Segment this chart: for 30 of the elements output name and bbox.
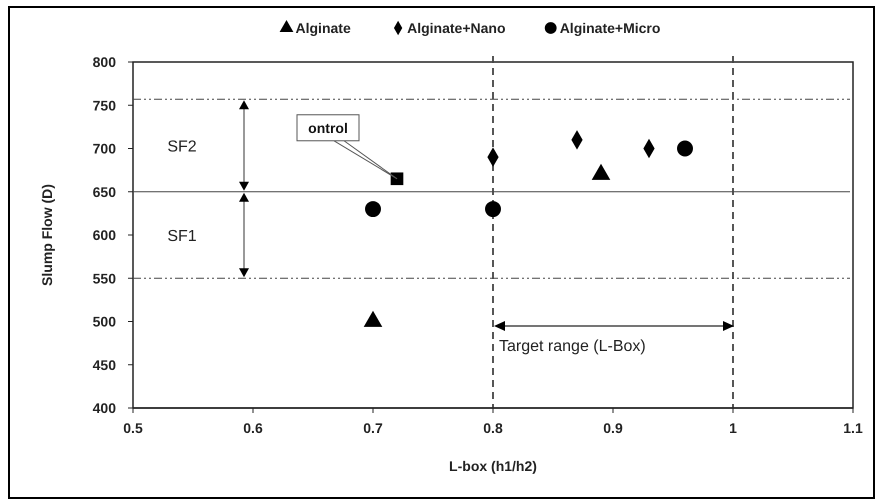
- x-tick-label: 0.9: [603, 420, 623, 436]
- y-tick-label: 400: [92, 400, 116, 416]
- point: [390, 172, 404, 186]
- legend-label: Alginate: [296, 20, 351, 36]
- x-tick-label: 0.5: [123, 420, 143, 436]
- y-tick-label: 750: [92, 97, 116, 114]
- y-tick-label: 500: [92, 314, 116, 330]
- point: [677, 140, 693, 156]
- y-tick-label: 650: [92, 184, 116, 200]
- y-axis-title: Slump Flow (D): [39, 184, 55, 286]
- x-tick-label: 0.8: [483, 420, 503, 436]
- x-tick-label: 1.1: [843, 420, 863, 436]
- annotation: SF2: [167, 138, 197, 156]
- point: [365, 201, 381, 218]
- legend-label: Alginate+Micro: [560, 20, 660, 36]
- y-tick-label: 800: [92, 54, 116, 70]
- legend-label: Alginate+Nano: [407, 20, 506, 36]
- point: [364, 310, 382, 327]
- x-tick-label: 0.6: [243, 420, 263, 436]
- y-tick-label: 450: [92, 356, 116, 373]
- annotation: Target range (L-Box): [499, 338, 646, 355]
- y-tick-label: 700: [92, 140, 116, 156]
- annotation: SF1: [167, 228, 197, 245]
- point: [485, 201, 501, 218]
- x-axis-title: L-box (h1/h2): [449, 458, 537, 474]
- y-tick-label: 600: [92, 227, 116, 243]
- y-tick-label: 550: [92, 270, 116, 286]
- annotation: ontrol: [308, 120, 348, 136]
- x-tick-label: 1: [729, 420, 738, 436]
- x-tick-label: 0.7: [363, 420, 383, 436]
